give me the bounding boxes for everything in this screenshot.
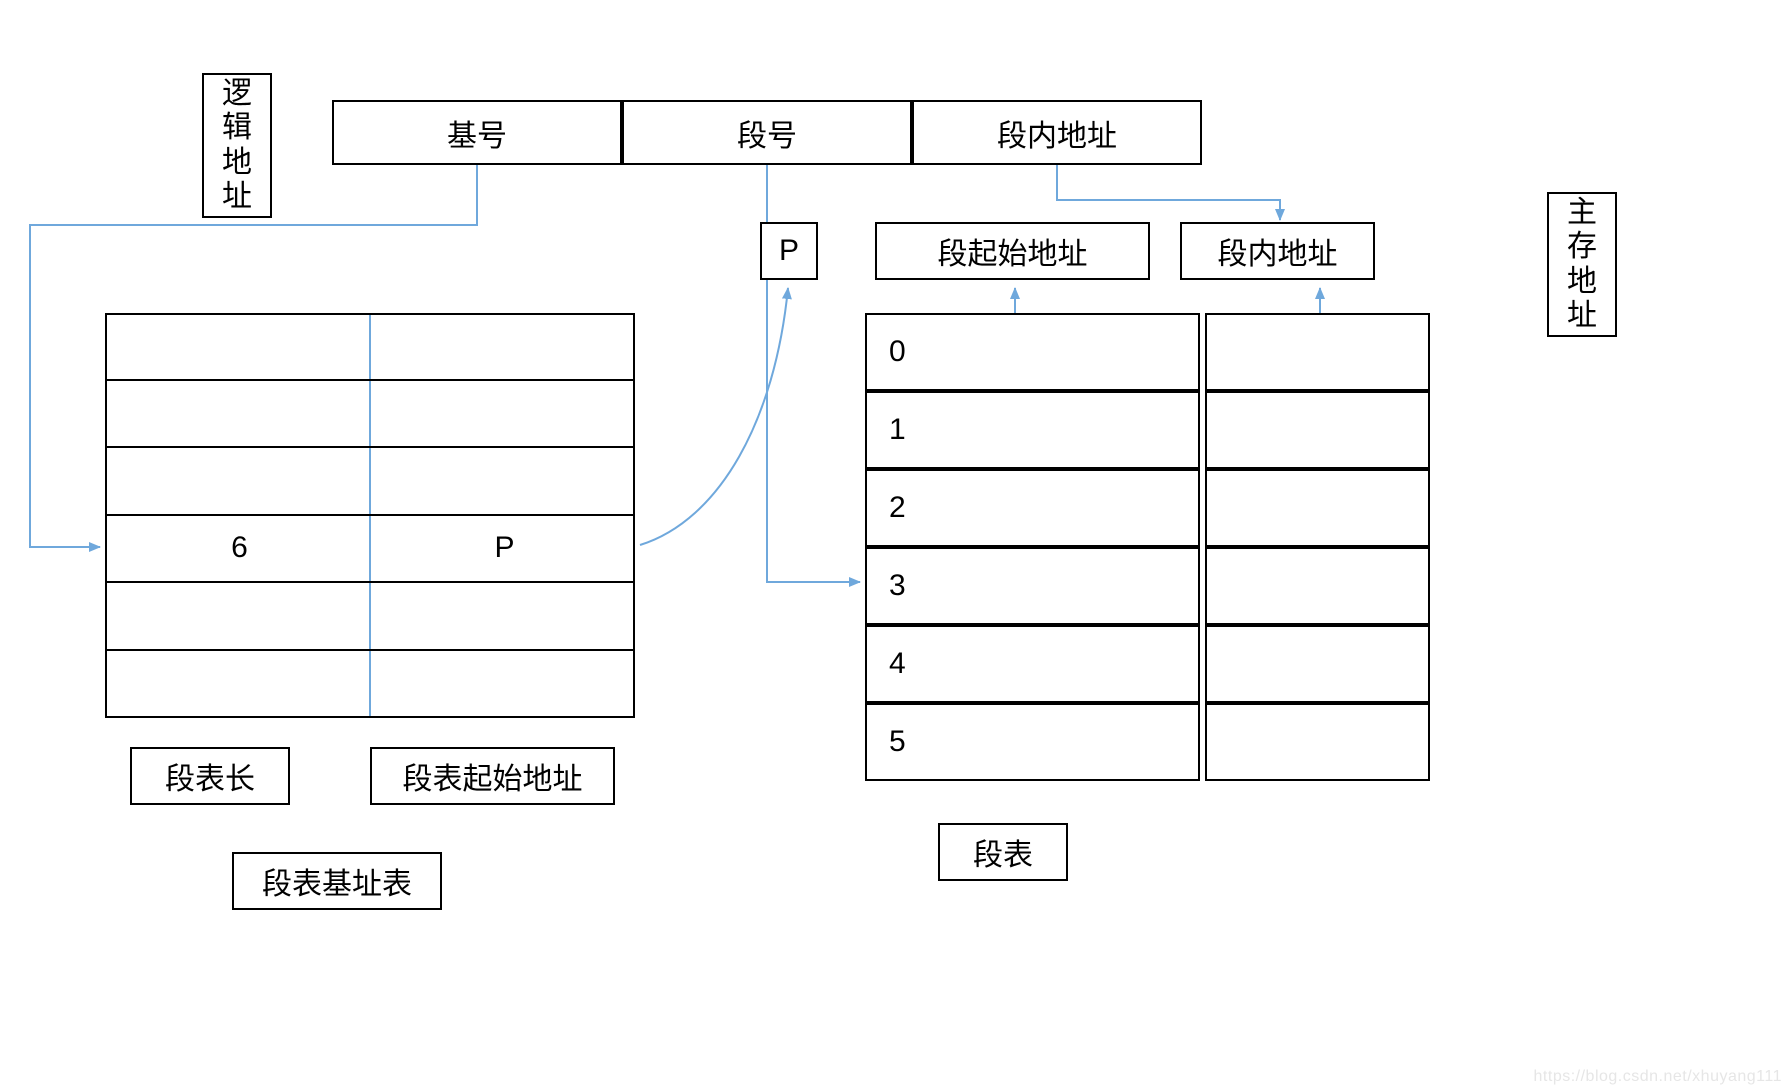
segment-table-row-2-col1: 2 [865, 469, 1200, 547]
logical-address-field-1-text: 段号 [737, 111, 797, 155]
segment-offset-box: 段内地址 [1180, 222, 1375, 280]
segment-table-row-3-col2 [1205, 547, 1430, 625]
segment-table-title: 段表 [938, 823, 1068, 881]
base-table-row [105, 313, 635, 381]
segment-table-row-4-col2 [1205, 625, 1430, 703]
segment-table-row-1-col2 [1205, 391, 1430, 469]
base-table-col-right-label: 段表起始地址 [370, 747, 615, 805]
logical-address-field-0: 基号 [332, 100, 622, 165]
segment-table-title-text: 段表 [973, 830, 1033, 874]
p-box: P [760, 222, 818, 280]
segment-start-address-text: 段起始地址 [938, 229, 1088, 273]
segment-offset-text: 段内地址 [1218, 229, 1338, 273]
base-table-col-left-text: 段表长 [165, 754, 255, 798]
p-box-text: P [779, 234, 799, 268]
base-table-row: 6P [105, 516, 635, 584]
watermark-text: https://blog.csdn.net/xhuyang111 [1534, 1068, 1782, 1086]
logical-address-field-2: 段内地址 [912, 100, 1202, 165]
segment-table-row-5-col2 [1205, 703, 1430, 781]
base-table-title: 段表基址表 [232, 852, 442, 910]
base-table-row [105, 651, 635, 719]
segment-table-row-0-col2 [1205, 313, 1430, 391]
base-table-col-right-text: 段表起始地址 [403, 754, 583, 798]
logical-address-field-1: 段号 [622, 100, 912, 165]
main-memory-address-label: 主存地址 [1547, 192, 1617, 337]
logical-address-field-0-text: 基号 [447, 111, 507, 155]
segment-table-row-5-col1: 5 [865, 703, 1200, 781]
base-table-row [105, 448, 635, 516]
logical-address-field-2-text: 段内地址 [997, 111, 1117, 155]
base-table-row [105, 381, 635, 449]
segment-table-row-0-col1: 0 [865, 313, 1200, 391]
segment-table-row-1-col1: 1 [865, 391, 1200, 469]
segment-table-row-3-col1: 3 [865, 547, 1200, 625]
base-table-cell-startaddr: P [372, 516, 637, 582]
segment-table-row-4-col1: 4 [865, 625, 1200, 703]
base-table-title-text: 段表基址表 [262, 859, 412, 903]
segment-base-table: 6P [105, 313, 635, 718]
arrow-p-curve [640, 288, 788, 545]
segment-start-address-box: 段起始地址 [875, 222, 1150, 280]
base-table-cell-length: 6 [107, 516, 372, 582]
base-table-col-left-label: 段表长 [130, 747, 290, 805]
logical-address-label: 逻辑地址 [202, 73, 272, 218]
segment-table-row-2-col2 [1205, 469, 1430, 547]
arrow-offset-to-box [1057, 165, 1280, 220]
base-table-row [105, 583, 635, 651]
